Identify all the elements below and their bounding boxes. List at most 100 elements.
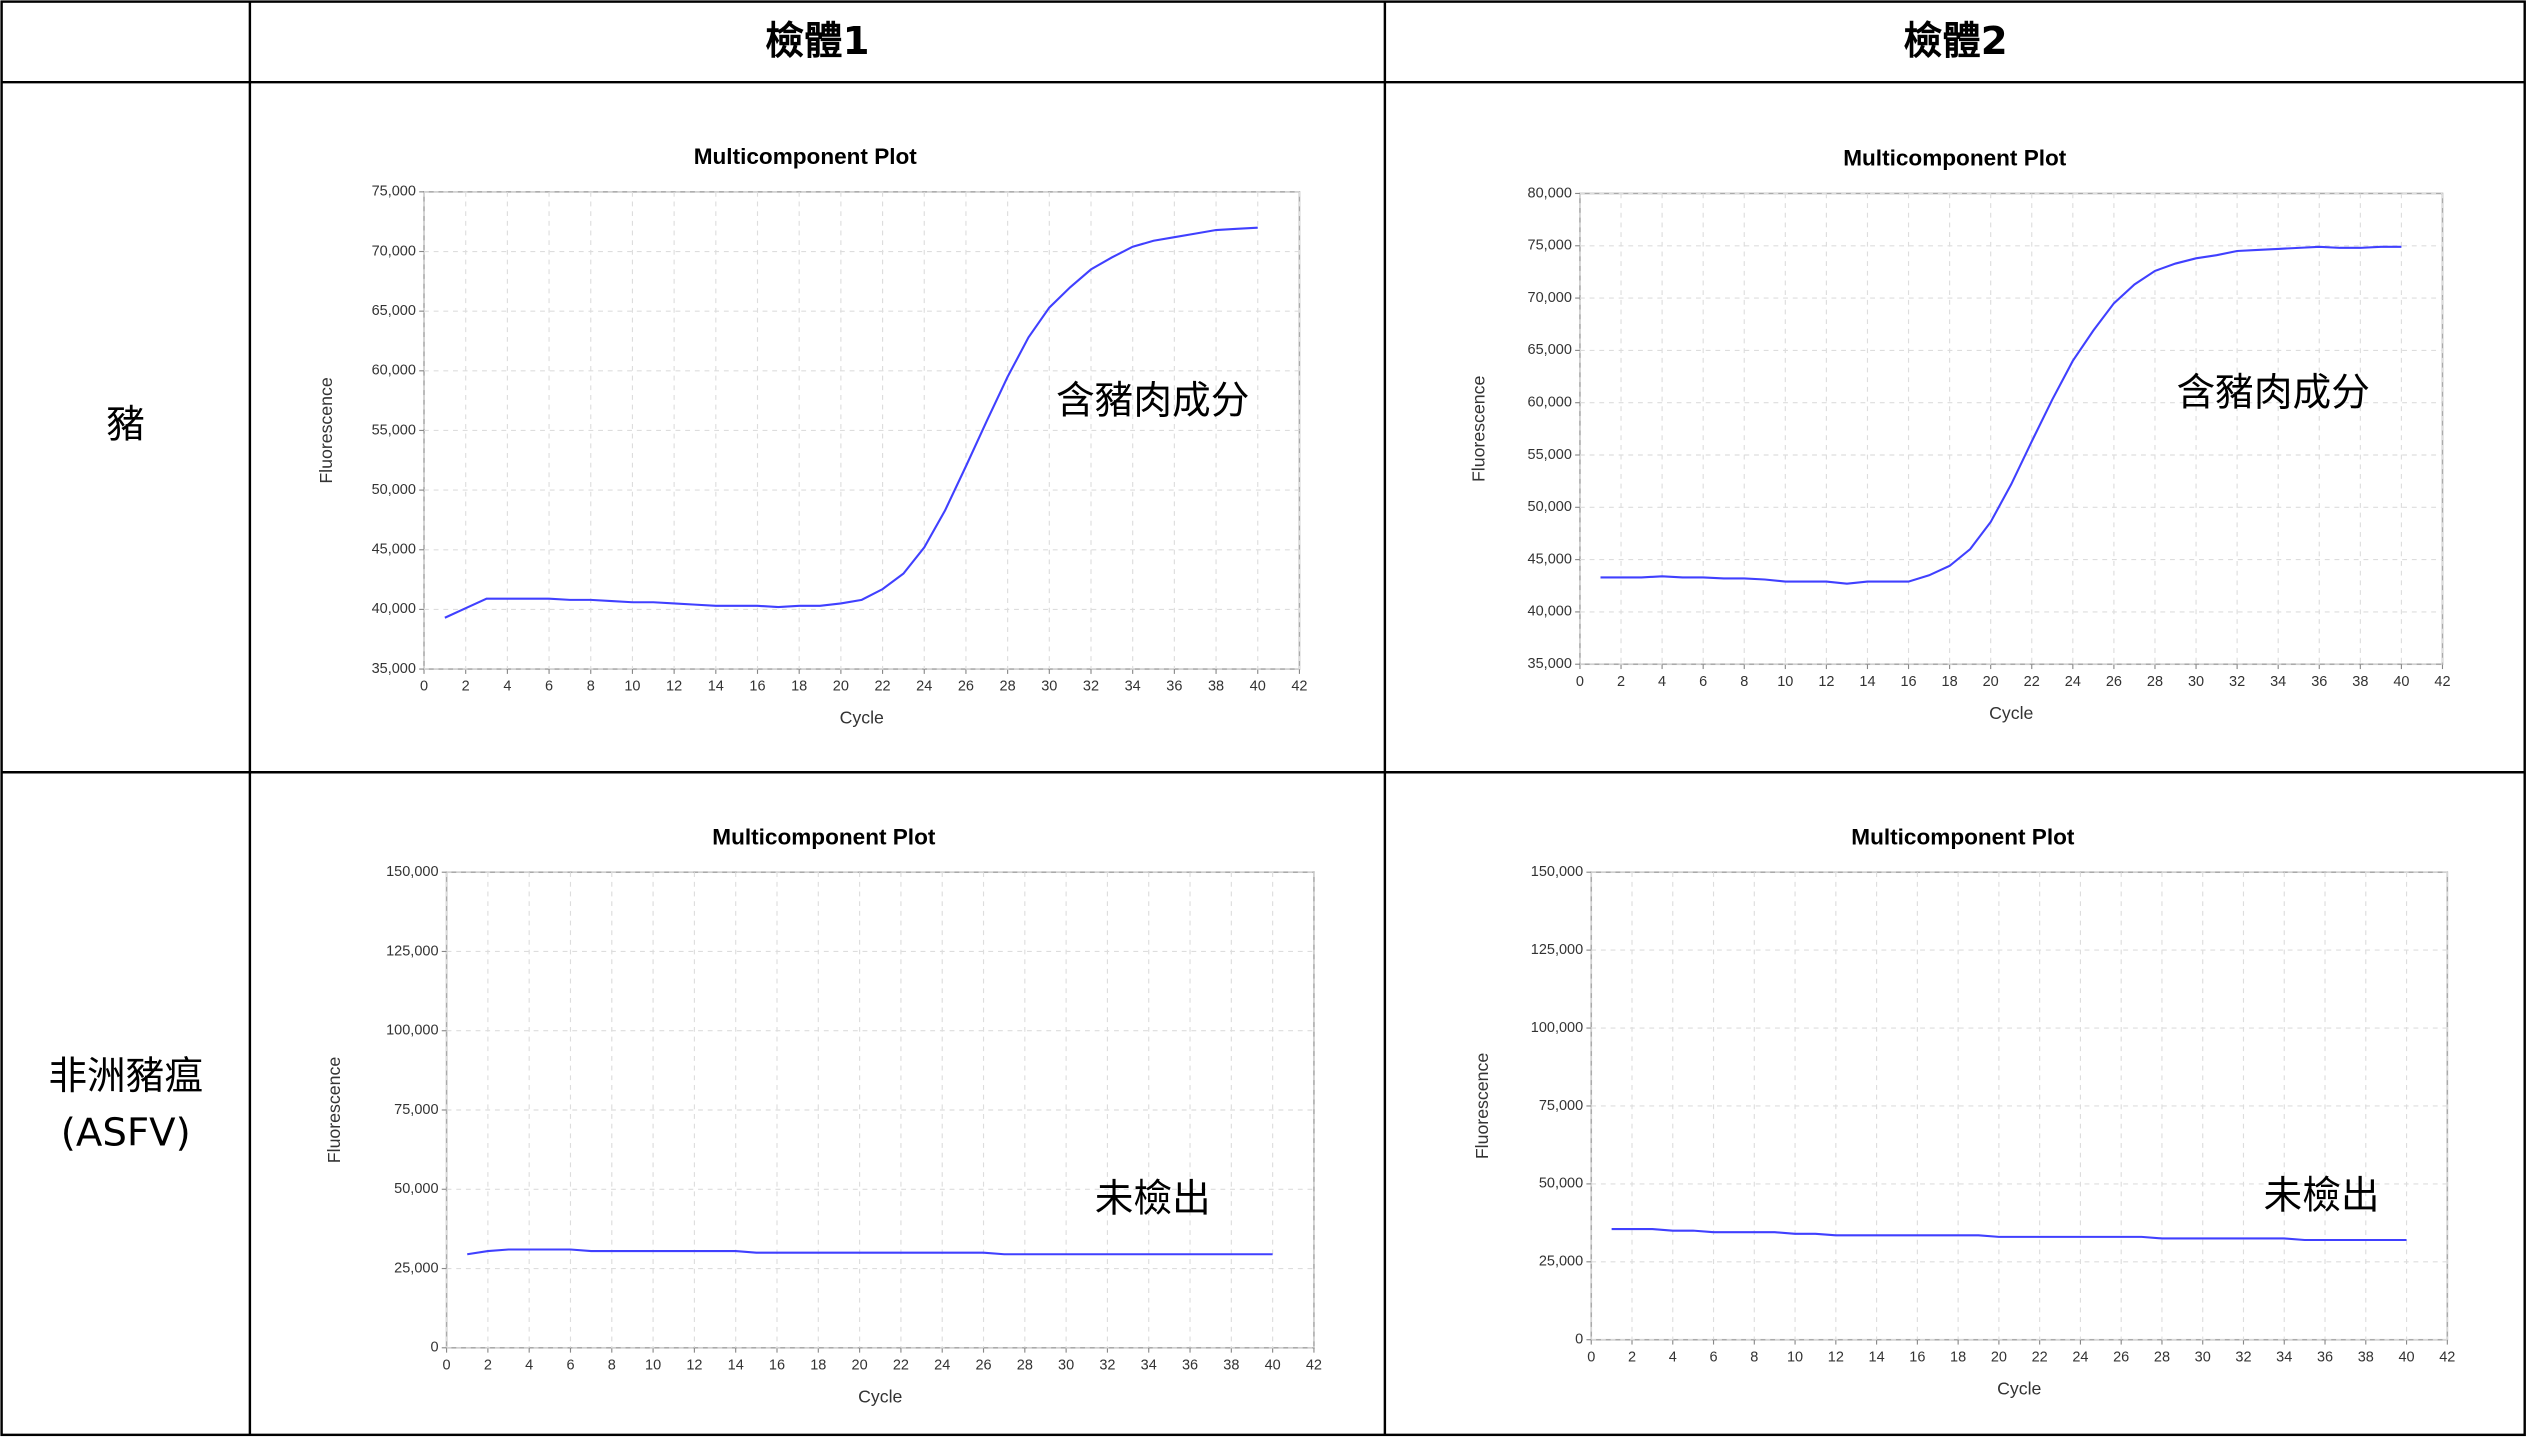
y-tick-label: 0 (430, 1340, 438, 1356)
x-tick-label: 38 (2358, 1349, 2374, 1365)
x-tick-label: 2 (484, 1357, 492, 1373)
x-tick-label: 38 (1223, 1357, 1239, 1373)
x-tick-label: 38 (2352, 674, 2368, 690)
chart: 0 2 4 6 8 10 12 14 16 18 20 22 24 26 28 30 32 34 36 38 40 420… (1472, 824, 2455, 1398)
x-tick-label: 18 (1942, 674, 1958, 690)
x-tick-label: 26 (2106, 674, 2122, 690)
x-tick-label: 24 (916, 679, 932, 695)
x-tick-label: 40 (1250, 679, 1266, 695)
x-tick-label: 20 (1991, 1349, 2007, 1365)
data-line (467, 1248, 1273, 1256)
y-tick-label: 0 (1575, 1332, 1583, 1348)
x-tick-label: 32 (2235, 1349, 2251, 1365)
x-tick-label: 20 (833, 679, 849, 695)
x-tick-label: 12 (1828, 1349, 1844, 1365)
x-tick-label: 38 (1208, 679, 1224, 695)
x-tick-label: 36 (2311, 674, 2327, 690)
annotation: 未檢出 (1095, 1177, 1211, 1222)
x-tick-label: 0 (420, 679, 428, 695)
y-tick-label: 25,000 (1539, 1254, 1583, 1270)
annotation: 含豬肉成分 (1056, 379, 1249, 424)
chart: 0 2 4 6 8 10 12 14 16 18 20 22 24 26 28 30 32 34 36 38 40 423… (1469, 146, 2451, 723)
column-header: 檢體2 (1903, 19, 2007, 64)
x-tick-label: 0 (1587, 1349, 1595, 1365)
x-tick-label: 16 (749, 679, 765, 695)
x-tick-label: 2 (1617, 674, 1625, 690)
y-tick-label: 125,000 (386, 943, 438, 959)
x-tick-label: 18 (810, 1357, 826, 1373)
y-tick-label: 45,000 (372, 542, 416, 558)
y-tick-label: 80,000 (1528, 185, 1572, 201)
x-tick-label: 22 (2032, 1349, 2048, 1365)
y-tick-label: 100,000 (386, 1023, 438, 1039)
x-tick-label: 36 (1182, 1357, 1198, 1373)
y-tick-label: 35,000 (1528, 656, 1572, 672)
y-tick-label: 65,000 (1528, 342, 1572, 358)
x-tick-label: 24 (2065, 674, 2081, 690)
x-tick-label: 42 (1291, 679, 1307, 695)
x-tick-label: 14 (1869, 1349, 1885, 1365)
chart-title: Multicomponent Plot (712, 824, 936, 849)
x-tick-label: 4 (1669, 1349, 1677, 1365)
x-tick-label: 4 (1658, 674, 1666, 690)
x-tick-label: 12 (666, 679, 682, 695)
x-tick-label: 32 (1083, 679, 1099, 695)
plot-area (1579, 192, 2444, 666)
y-tick-label: 60,000 (372, 363, 416, 379)
x-tick-label: 16 (1900, 674, 1916, 690)
y-tick-label: 50,000 (372, 482, 416, 498)
chart-title: Multicomponent Plot (1843, 146, 2067, 171)
x-tick-label: 34 (2276, 1349, 2292, 1365)
x-tick-label: 14 (1859, 674, 1875, 690)
x-tick-label: 34 (1125, 679, 1141, 695)
x-tick-label: 34 (2270, 674, 2286, 690)
y-axis-label: Fluorescence (1472, 1053, 1492, 1160)
x-tick-label: 30 (1041, 679, 1057, 695)
x-tick-label: 12 (686, 1357, 702, 1373)
x-tick-label: 10 (1777, 674, 1793, 690)
y-tick-label: 50,000 (1539, 1176, 1583, 1192)
x-tick-label: 10 (624, 679, 640, 695)
y-tick-label: 150,000 (1531, 864, 1583, 880)
y-tick-label: 25,000 (394, 1260, 438, 1276)
row-header: (ASFV) (61, 1110, 191, 1155)
x-tick-label: 22 (2024, 674, 2040, 690)
y-axis-label: Fluorescence (316, 377, 336, 484)
x-tick-label: 20 (1983, 674, 1999, 690)
row-header: 非洲豬瘟 (48, 1054, 203, 1099)
x-tick-label: 42 (2439, 1349, 2455, 1365)
data-line (1600, 245, 2402, 585)
x-tick-label: 30 (2195, 1349, 2211, 1365)
x-tick-label: 36 (2317, 1349, 2333, 1365)
x-tick-label: 14 (708, 679, 724, 695)
x-tick-label: 42 (2434, 674, 2450, 690)
x-tick-label: 12 (1818, 674, 1834, 690)
x-tick-label: 20 (852, 1357, 868, 1373)
y-tick-label: 65,000 (372, 303, 416, 319)
x-axis-label: Cycle (1989, 703, 2033, 723)
x-tick-label: 10 (645, 1357, 661, 1373)
x-tick-label: 40 (1265, 1357, 1281, 1373)
x-tick-label: 22 (874, 679, 890, 695)
x-tick-label: 8 (1740, 674, 1748, 690)
y-tick-label: 75,000 (1539, 1098, 1583, 1114)
annotation: 含豬肉成分 (2176, 370, 2369, 415)
x-tick-label: 16 (769, 1357, 785, 1373)
x-tick-label: 6 (1709, 1349, 1717, 1365)
y-tick-label: 70,000 (1528, 290, 1572, 306)
y-tick-label: 60,000 (1528, 395, 1572, 411)
x-tick-label: 32 (2229, 674, 2245, 690)
x-tick-label: 2 (1628, 1349, 1636, 1365)
x-tick-label: 28 (1017, 1357, 1033, 1373)
x-tick-label: 22 (893, 1357, 909, 1373)
x-tick-label: 26 (958, 679, 974, 695)
x-tick-label: 2 (462, 679, 470, 695)
y-axis-label: Fluorescence (324, 1057, 344, 1164)
x-tick-label: 28 (1000, 679, 1016, 695)
y-tick-label: 40,000 (372, 601, 416, 617)
x-tick-label: 10 (1787, 1349, 1803, 1365)
y-tick-label: 55,000 (372, 422, 416, 438)
